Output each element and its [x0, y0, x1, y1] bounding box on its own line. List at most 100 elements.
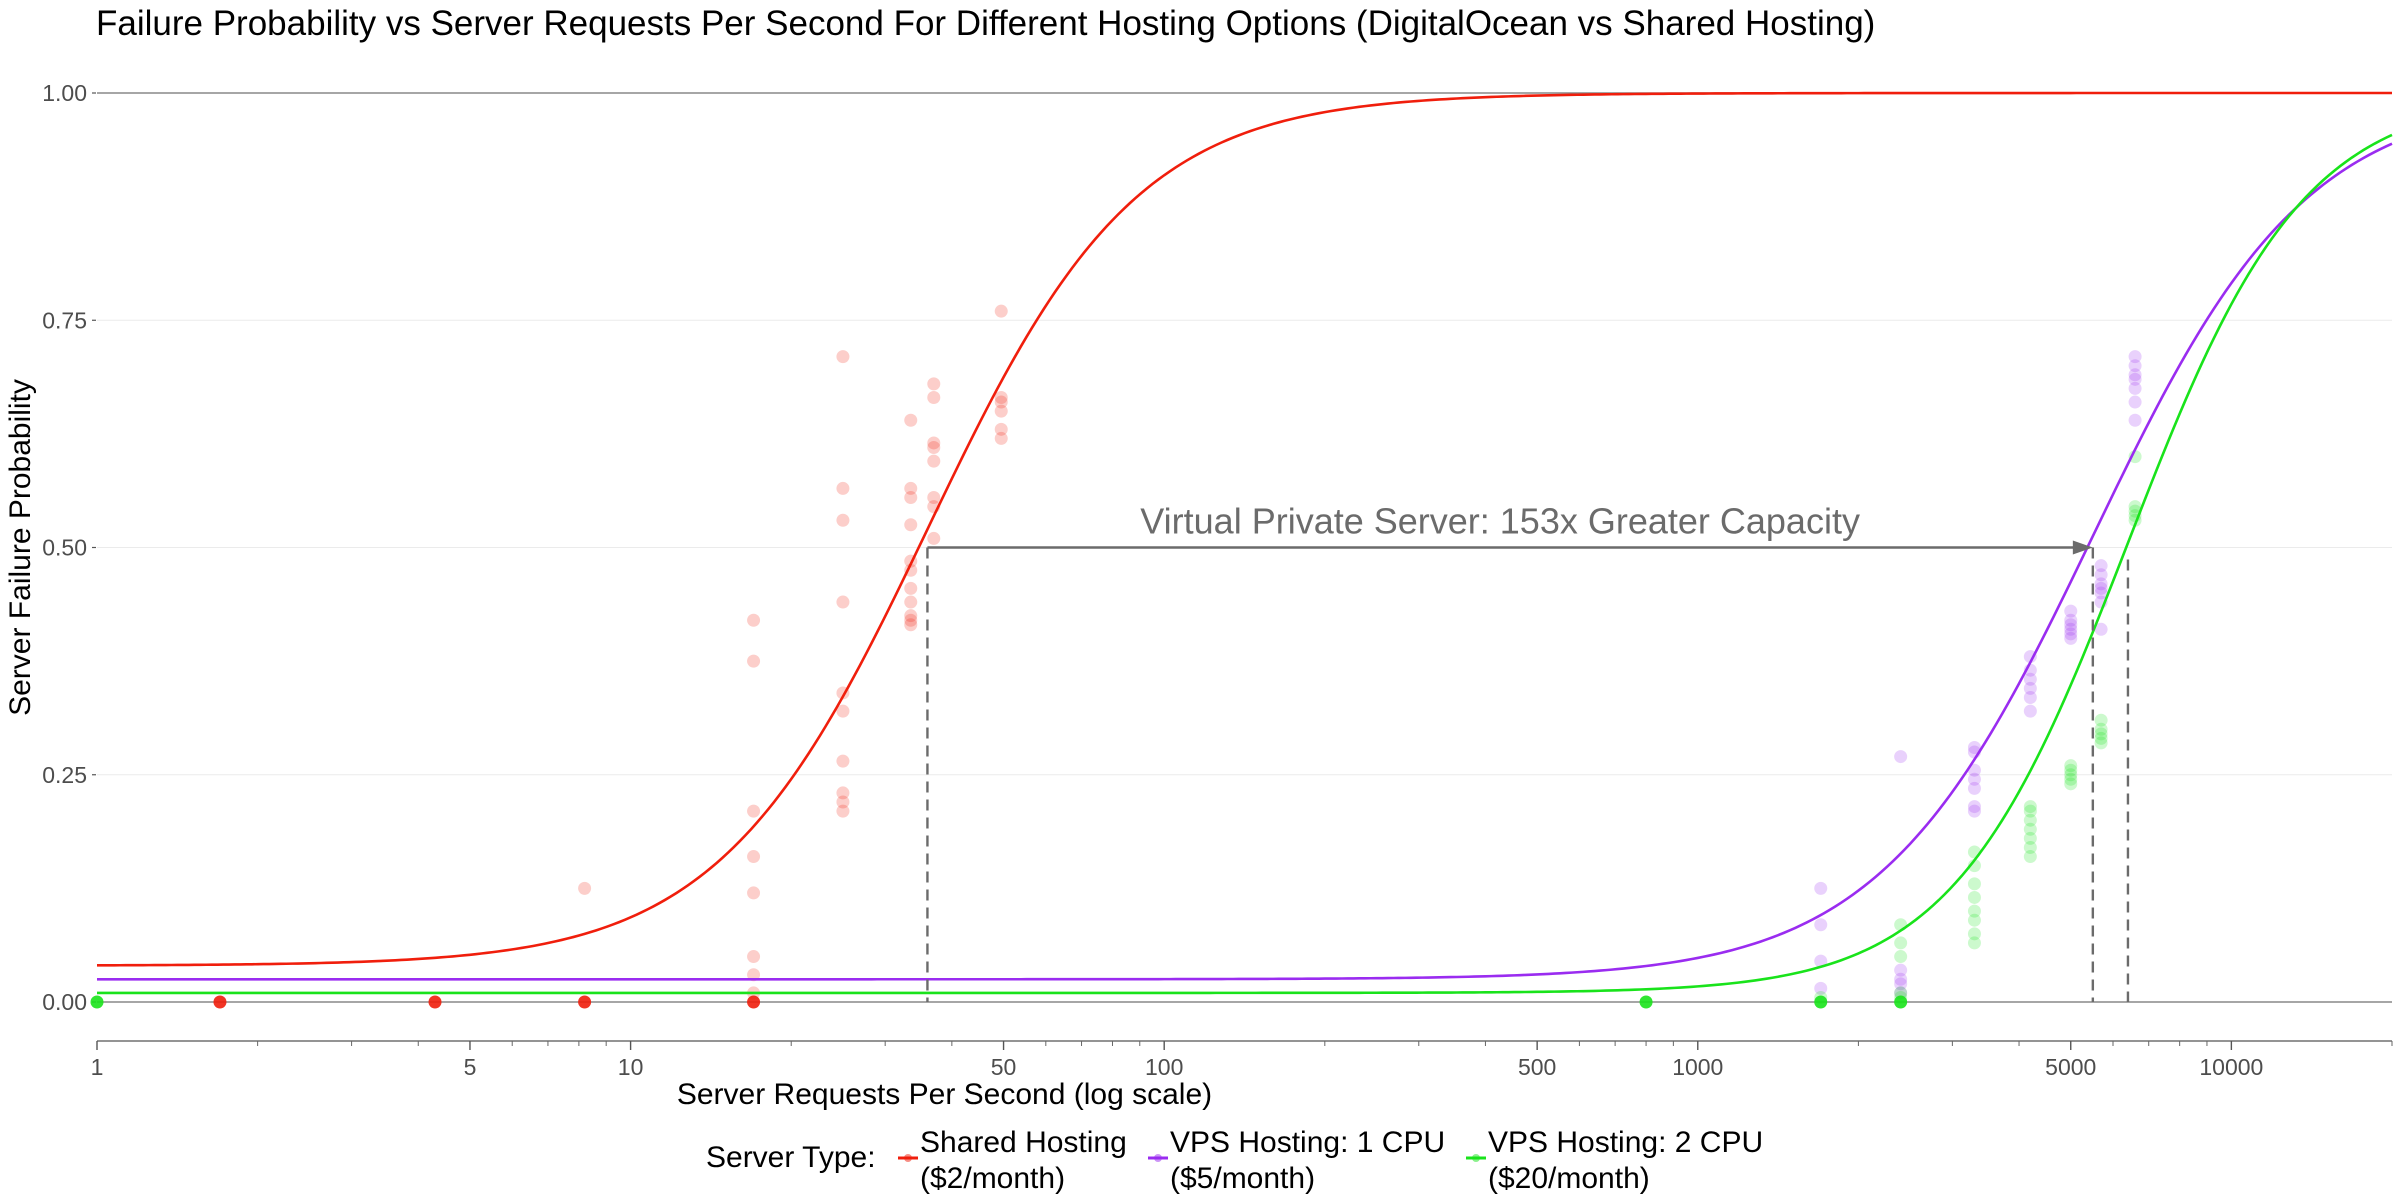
curves-layer: [96, 91, 2393, 995]
y-tick-label: 0.00: [42, 989, 87, 1015]
legend-label-price: ($2/month): [920, 1162, 1065, 1195]
data-point: [927, 436, 941, 450]
fit-curve: [97, 142, 2393, 981]
data-point: [994, 422, 1008, 436]
y-tick-label: 0.25: [42, 762, 87, 788]
data-point: [1814, 954, 1828, 968]
legend-title: Server Type:: [706, 1141, 876, 1174]
data-point: [836, 795, 850, 809]
data-point: [2064, 622, 2078, 636]
data-point: [2064, 777, 2078, 791]
data-point: [2023, 831, 2037, 845]
chart-title: Failure Probability vs Server Requests P…: [96, 4, 1876, 43]
data-point: [578, 995, 592, 1009]
data-point: [2094, 727, 2108, 741]
data-point: [1967, 936, 1981, 950]
data-point: [2064, 763, 2078, 777]
data-point: [1967, 781, 1981, 795]
data-point: [2064, 627, 2078, 641]
data-point: [2094, 568, 2108, 582]
legend-label-price: ($20/month): [1488, 1162, 1650, 1195]
data-point: [747, 995, 761, 1009]
x-tick-label: 500: [1518, 1054, 1556, 1080]
data-point: [904, 613, 918, 627]
data-point: [1639, 995, 1653, 1009]
data-point: [927, 391, 941, 405]
y-tick-label: 0.50: [42, 535, 87, 561]
data-point: [1894, 950, 1908, 964]
data-point: [747, 850, 761, 864]
data-point: [836, 786, 850, 800]
data-point: [1894, 986, 1908, 1000]
legend: Server Type: Shared Hosting($2/month) VPS…: [706, 1126, 1763, 1195]
data-point: [1967, 845, 1981, 859]
data-point: [428, 995, 442, 1009]
data-point: [1967, 763, 1981, 777]
data-point: [2094, 736, 2108, 750]
data-point: [1814, 918, 1828, 932]
legend-swatch-dot: [904, 1154, 912, 1162]
data-point: [904, 491, 918, 505]
data-point: [2064, 759, 2078, 773]
data-point: [2094, 586, 2108, 600]
data-point: [2128, 372, 2142, 386]
data-point: [1967, 877, 1981, 891]
fit-curve: [97, 133, 2393, 995]
x-tick-label: 10000: [2199, 1054, 2263, 1080]
data-point: [927, 441, 941, 455]
data-point: [836, 481, 850, 495]
data-point: [2094, 581, 2108, 595]
x-tick-label: 10: [618, 1054, 644, 1080]
data-point: [2023, 800, 2037, 814]
legend-swatch-dot: [1472, 1154, 1480, 1162]
data-point: [927, 454, 941, 468]
data-point: [2128, 395, 2142, 409]
fit-curve: [96, 91, 2392, 967]
data-point: [90, 995, 104, 1009]
data-point: [1967, 804, 1981, 818]
data-point: [904, 609, 918, 623]
y-axis-title: Server Failure Probability: [4, 379, 37, 716]
data-point: [578, 881, 592, 895]
data-point: [2094, 731, 2108, 745]
data-point: [1814, 981, 1828, 995]
data-point: [2023, 704, 2037, 718]
data-point: [1894, 995, 1908, 1009]
data-point: [2023, 804, 2037, 818]
data-point: [2094, 622, 2108, 636]
data-point: [2094, 713, 2108, 727]
data-point: [1967, 927, 1981, 941]
data-point: [1894, 986, 1908, 1000]
data-point: [2128, 368, 2142, 382]
legend-item: VPS Hosting: 1 CPU($5/month): [1148, 1126, 1445, 1195]
data-point: [1814, 990, 1828, 1004]
data-point: [747, 654, 761, 668]
data-point: [1967, 913, 1981, 927]
data-point: [904, 413, 918, 427]
data-point: [1894, 977, 1908, 991]
data-point: [1967, 890, 1981, 904]
data-point: [836, 804, 850, 818]
data-point: [747, 613, 761, 627]
data-point: [2023, 850, 2037, 864]
axis-layer: 0.00 0.25 0.50 0.75 1.00 1 5 10 50 100 500 1000 5000…: [42, 80, 2393, 1080]
x-tick-label: 1000: [1672, 1054, 1723, 1080]
data-point: [2128, 500, 2142, 514]
x-tick-label: 100: [1145, 1054, 1183, 1080]
data-point: [994, 395, 1008, 409]
data-point: [2094, 577, 2108, 591]
data-point: [1814, 881, 1828, 895]
legend-label: Shared Hosting: [920, 1126, 1127, 1159]
annotation-text: Virtual Private Server: 153x Greater Cap…: [1140, 501, 1860, 542]
data-point: [904, 581, 918, 595]
data-point: [1967, 800, 1981, 814]
data-point: [1967, 904, 1981, 918]
data-point: [1894, 936, 1908, 950]
data-point: [2023, 840, 2037, 854]
points-layer: [90, 304, 2142, 1009]
data-point: [994, 404, 1008, 418]
data-point: [1814, 995, 1828, 1009]
x-tick-label: 5000: [2045, 1054, 2096, 1080]
data-point: [2023, 690, 2037, 704]
